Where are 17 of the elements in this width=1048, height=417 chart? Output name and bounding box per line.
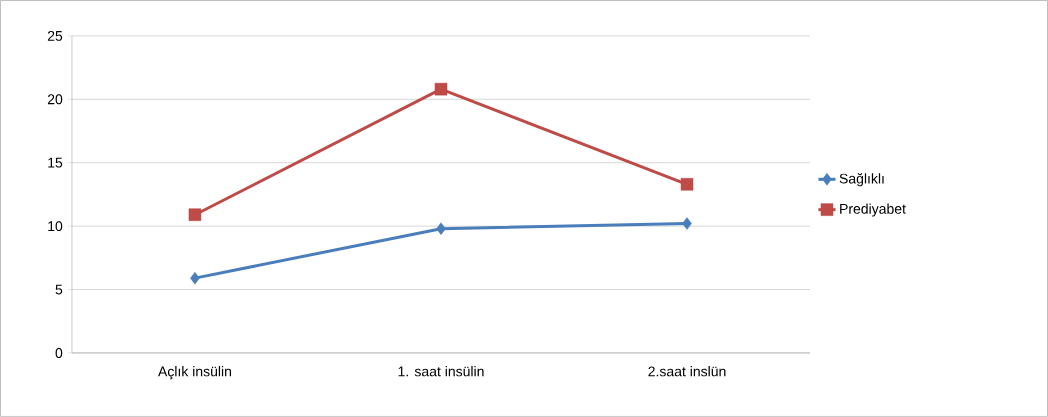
point [436,222,446,235]
legend-label: Sağlıklı [839,173,884,187]
legend-label: Prediyabet [840,203,906,217]
y-tick-label: 10 [48,221,63,232]
x-tick-label: Açlık insülin [158,366,231,380]
point [188,208,202,222]
point [434,82,448,96]
y-tick-label: 20 [47,94,63,105]
point [682,217,692,230]
x-tick-label: 1. saat insülin [398,366,484,377]
y-tick-label: 5 [55,284,63,295]
x-tick-label: 2.saat inslün [648,366,726,377]
y-tick-label: 15 [48,157,63,168]
y-tick-label: 0 [55,348,63,358]
y-tick-label: 25 [47,31,63,41]
point [190,271,200,285]
point [680,178,694,191]
